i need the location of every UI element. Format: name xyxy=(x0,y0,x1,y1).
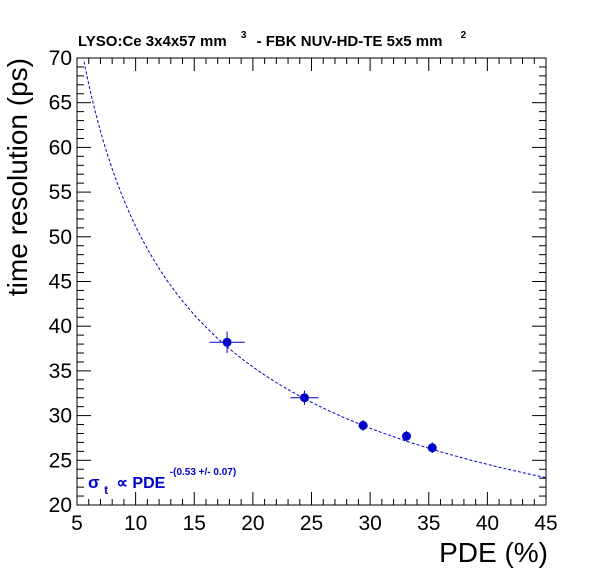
y-tick-label: 55 xyxy=(49,181,72,204)
title-part-2: - FBK NUV-HD-TE 5x5 mm xyxy=(257,33,443,50)
y-axis: 20 25 30 35 40 45 50 55 60 65 70 xyxy=(49,47,546,517)
annotation-subscript: t xyxy=(104,483,108,497)
plot-frame xyxy=(76,57,547,506)
x-tick-label: 20 xyxy=(241,512,264,535)
data-marker xyxy=(222,337,232,347)
y-tick-label: 35 xyxy=(49,360,72,383)
x-tick-label: 45 xyxy=(534,512,557,535)
data-point xyxy=(358,420,368,431)
y-tick-label: 45 xyxy=(49,271,72,294)
title-part-1: LYSO:Ce 3x4x57 mm xyxy=(78,33,227,50)
y-tick-label: 65 xyxy=(49,92,72,115)
y-tick-label: 20 xyxy=(49,494,72,517)
y-tick-label: 40 xyxy=(49,315,72,338)
y-axis-label: time resolution (ps) xyxy=(2,58,33,296)
x-tick-label: 10 xyxy=(124,512,147,535)
x-tick-label: 15 xyxy=(183,512,206,535)
y-tick-label: 50 xyxy=(49,226,72,249)
data-marker xyxy=(401,431,411,441)
title-superscript-2: 2 xyxy=(461,30,467,41)
annotation-superscript: -(0.53 +/- 0.07) xyxy=(170,467,236,478)
y-tick-label: 70 xyxy=(49,47,72,70)
y-tick-label: 25 xyxy=(49,449,72,472)
fit-annotation: σ t ∝ PDE -(0.53 +/- 0.07) xyxy=(88,467,236,498)
data-marker xyxy=(358,420,368,430)
annotation-sigma: σ xyxy=(88,473,100,492)
data-point xyxy=(427,442,437,454)
title-superscript-1: 3 xyxy=(241,30,247,41)
annotation-relation: ∝ PDE xyxy=(117,475,166,492)
x-tick-label: 25 xyxy=(300,512,323,535)
data-points xyxy=(209,331,437,454)
y-tick-label: 60 xyxy=(49,136,72,159)
data-point xyxy=(290,390,319,405)
y-tick-label: 30 xyxy=(49,405,72,428)
x-tick-label: 35 xyxy=(417,512,440,535)
x-axis: 5 10 15 20 25 30 35 40 45 xyxy=(71,58,558,535)
data-marker xyxy=(299,393,309,403)
fit-curve xyxy=(83,61,547,479)
data-marker xyxy=(427,443,437,453)
x-tick-label: 5 xyxy=(71,512,83,535)
x-tick-label: 40 xyxy=(476,512,499,535)
data-point xyxy=(401,430,412,442)
chart-title: LYSO:Ce 3x4x57 mm 3 - FBK NUV-HD-TE 5x5 … xyxy=(78,25,467,50)
x-tick-label: 30 xyxy=(358,512,381,535)
x-axis-label: PDE (%) xyxy=(439,537,548,568)
data-point xyxy=(209,331,245,354)
